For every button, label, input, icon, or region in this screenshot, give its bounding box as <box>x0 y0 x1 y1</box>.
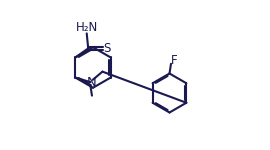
Text: N: N <box>86 76 96 89</box>
Text: S: S <box>103 42 110 55</box>
Text: F: F <box>171 54 177 67</box>
Text: H₂N: H₂N <box>76 21 98 34</box>
